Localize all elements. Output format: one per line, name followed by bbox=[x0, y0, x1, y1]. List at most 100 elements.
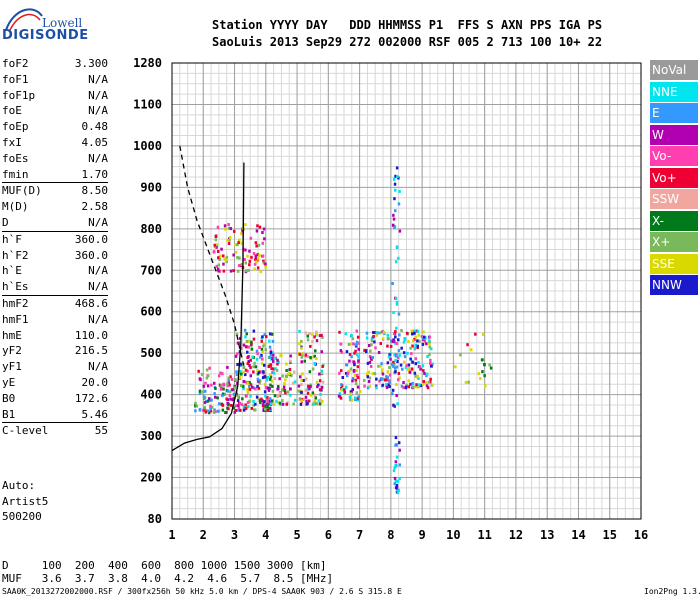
echo-point bbox=[289, 387, 292, 391]
echo-point bbox=[276, 400, 280, 404]
echo-point bbox=[281, 399, 284, 403]
echo-point bbox=[297, 384, 301, 388]
echo-point bbox=[397, 488, 401, 492]
echo-point bbox=[271, 357, 274, 360]
echo-point bbox=[410, 367, 414, 371]
echo-point bbox=[200, 372, 204, 376]
x-tick-label: 13 bbox=[540, 528, 554, 542]
echo-point bbox=[355, 391, 359, 395]
echo-point bbox=[266, 395, 269, 399]
param-row: fxI 4.05 bbox=[2, 135, 108, 151]
echo-point bbox=[204, 389, 207, 393]
echo-point bbox=[425, 374, 428, 378]
param-row: hmF2 468.6 bbox=[2, 294, 108, 312]
echo-point bbox=[415, 383, 418, 387]
param-value: N/A bbox=[88, 104, 108, 118]
echo-point bbox=[349, 392, 353, 396]
echo-point bbox=[321, 399, 324, 403]
echo-point bbox=[321, 336, 324, 339]
echo-point bbox=[388, 380, 391, 384]
echo-point bbox=[425, 342, 428, 346]
echo-point bbox=[228, 394, 232, 398]
echo-point bbox=[392, 177, 396, 181]
echo-point bbox=[318, 372, 321, 376]
echo-point bbox=[289, 359, 292, 363]
param-row: yE 20.0 bbox=[2, 375, 108, 391]
echo-point bbox=[226, 238, 229, 242]
echo-point bbox=[375, 377, 378, 381]
x-tick-label: 14 bbox=[571, 528, 585, 542]
echo-point bbox=[389, 357, 392, 361]
echo-point bbox=[234, 243, 237, 247]
echo-point bbox=[236, 256, 239, 259]
echo-point bbox=[303, 397, 306, 401]
echo-point bbox=[277, 394, 280, 398]
station-header-line2: SaoLuis 2013 Sep29 272 002000 RSF 005 2 … bbox=[212, 35, 603, 49]
echo-point bbox=[210, 405, 214, 409]
echo-point bbox=[356, 385, 360, 389]
echo-point bbox=[261, 254, 265, 258]
echo-point bbox=[308, 370, 312, 374]
echo-point bbox=[254, 408, 257, 412]
echo-point bbox=[240, 403, 244, 407]
echo-point bbox=[410, 329, 414, 333]
echo-point bbox=[237, 404, 240, 408]
echo-point bbox=[357, 395, 360, 399]
echo-point bbox=[226, 384, 230, 388]
echo-point bbox=[265, 335, 268, 339]
y-tick-label: 1100 bbox=[133, 97, 162, 111]
echo-point bbox=[254, 365, 258, 369]
param-row: hmF1 N/A bbox=[2, 312, 108, 328]
echo-point bbox=[405, 331, 409, 335]
echo-point bbox=[262, 370, 265, 374]
echo-point bbox=[429, 358, 432, 362]
echo-point bbox=[208, 366, 211, 370]
echo-point bbox=[298, 352, 302, 356]
echo-point bbox=[395, 342, 399, 346]
echo-point bbox=[250, 343, 253, 347]
echo-point bbox=[264, 348, 267, 352]
echo-point bbox=[259, 370, 262, 374]
echo-point bbox=[398, 477, 401, 480]
echo-point bbox=[224, 258, 227, 262]
param-name: foF1p bbox=[2, 88, 36, 102]
y-tick-label: 500 bbox=[140, 346, 162, 360]
echo-point bbox=[417, 377, 420, 380]
echo-point bbox=[285, 402, 288, 406]
echo-point bbox=[319, 392, 322, 396]
echo-point bbox=[202, 395, 206, 399]
param-name: yF1 bbox=[2, 360, 22, 374]
echo-point bbox=[395, 302, 399, 306]
echo-point bbox=[306, 338, 310, 342]
echo-point bbox=[288, 372, 291, 375]
echo-point bbox=[229, 227, 232, 231]
echo-point bbox=[363, 348, 366, 352]
param-value: 360.0 bbox=[74, 232, 108, 246]
echo-point bbox=[381, 372, 385, 376]
echo-point bbox=[301, 354, 304, 358]
echo-point bbox=[213, 243, 216, 247]
echo-point bbox=[194, 401, 197, 405]
echo-point bbox=[313, 393, 317, 397]
echo-point bbox=[206, 384, 210, 388]
echo-point bbox=[343, 390, 346, 394]
echo-point bbox=[212, 410, 216, 414]
echo-point bbox=[250, 406, 254, 410]
echo-point bbox=[315, 330, 318, 334]
legend-item-nnw: NNW bbox=[650, 275, 698, 295]
echo-point bbox=[377, 364, 380, 368]
echo-point bbox=[312, 402, 316, 406]
param-name: yF2 bbox=[2, 344, 22, 358]
echo-point bbox=[239, 362, 243, 366]
echo-point bbox=[231, 398, 235, 402]
echo-point bbox=[252, 386, 256, 390]
echo-point bbox=[244, 345, 248, 349]
echo-point bbox=[249, 374, 252, 378]
echo-point bbox=[356, 376, 360, 380]
echo-point bbox=[214, 387, 217, 390]
echo-point bbox=[222, 382, 225, 386]
param-value: N/A bbox=[88, 264, 108, 278]
echo-point bbox=[236, 399, 240, 403]
echo-point bbox=[405, 363, 408, 367]
echo-point bbox=[302, 379, 305, 382]
